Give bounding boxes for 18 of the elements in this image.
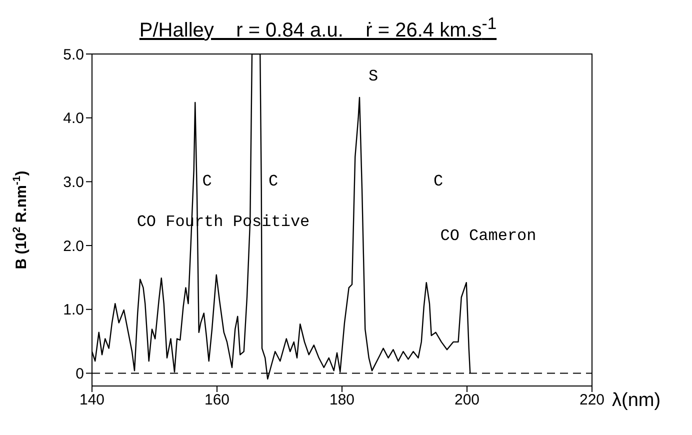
y-tick-label: 4.0 xyxy=(63,110,84,128)
annotation: C xyxy=(268,172,278,191)
y-tick-label: 2.0 xyxy=(63,238,84,255)
annotation: C xyxy=(202,172,212,191)
x-tick-label: 200 xyxy=(454,392,480,409)
y-tick-label: 5.0 xyxy=(63,46,84,64)
x-axis-title: λ(nm) xyxy=(612,390,661,411)
annotation: C xyxy=(433,172,444,191)
x-tick-label: 180 xyxy=(329,392,355,409)
y-tick-label: 3.0 xyxy=(63,174,84,192)
annotation: CO Cameron xyxy=(440,226,536,245)
x-tick-label: 220 xyxy=(579,392,605,409)
x-tick-label: 140 xyxy=(79,392,105,409)
x-tick-label: 160 xyxy=(204,392,230,409)
annotation: S xyxy=(368,67,378,86)
y-tick-label: 1.0 xyxy=(63,302,84,319)
chart-title: P/Halley r = 0.84 a.u. ṙ = 26.4 km.s$^{-1}$ xyxy=(138,13,498,42)
y-tick-label: 0 xyxy=(76,366,84,383)
